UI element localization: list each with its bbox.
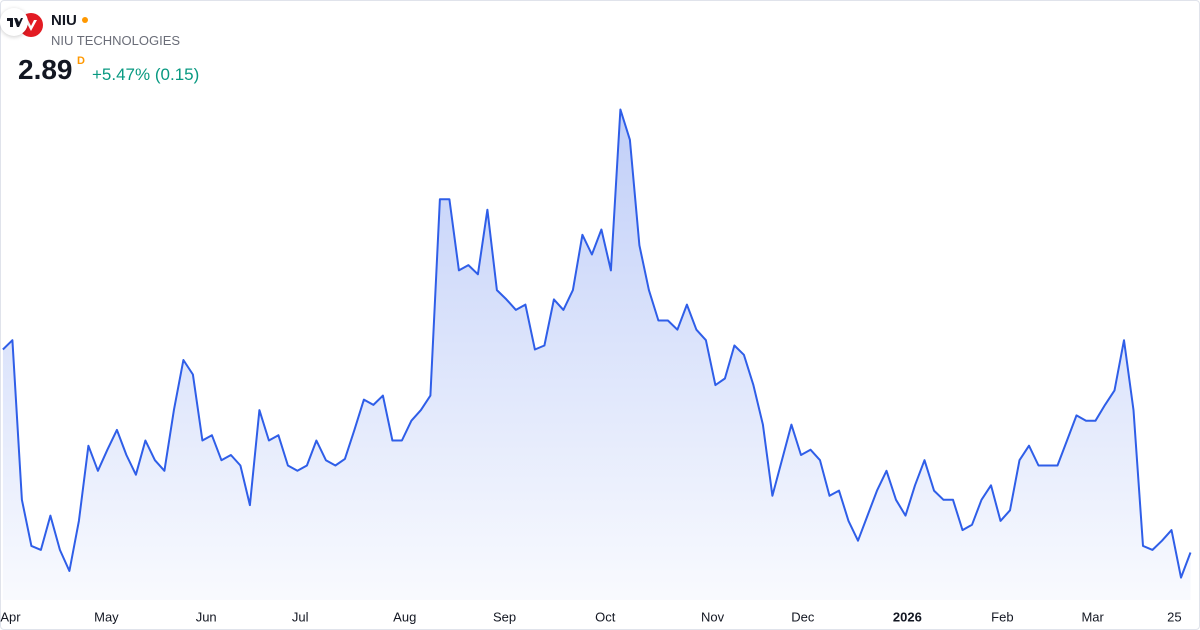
area-fill bbox=[2, 109, 1191, 600]
symbol: NIU bbox=[51, 12, 77, 29]
x-tick-label: 2026 bbox=[893, 609, 922, 624]
price-line bbox=[2, 108, 1192, 579]
change: +5.47% (0.15) bbox=[92, 65, 200, 84]
x-tick-label: Sep bbox=[493, 609, 516, 624]
price: 2.89 bbox=[18, 54, 73, 85]
x-tick-label: May bbox=[94, 609, 119, 624]
x-tick-label: Mar bbox=[1081, 609, 1104, 624]
x-tick-label: Aug bbox=[393, 609, 416, 624]
status-dot bbox=[82, 17, 88, 23]
x-tick-label: Apr bbox=[0, 609, 21, 624]
x-tick-label: Dec bbox=[791, 609, 815, 624]
x-tick-label: Jun bbox=[196, 609, 217, 624]
interval: D bbox=[77, 55, 85, 67]
x-tick-label: Nov bbox=[701, 609, 725, 624]
x-tick-label: 25 bbox=[1167, 609, 1181, 624]
company-name: NIU TECHNOLOGIES bbox=[51, 33, 181, 48]
x-tick-label: Jul bbox=[292, 609, 309, 624]
x-tick-label: Oct bbox=[595, 609, 616, 624]
tv-logo[interactable] bbox=[0, 8, 28, 36]
x-tick-label: Feb bbox=[991, 609, 1013, 624]
